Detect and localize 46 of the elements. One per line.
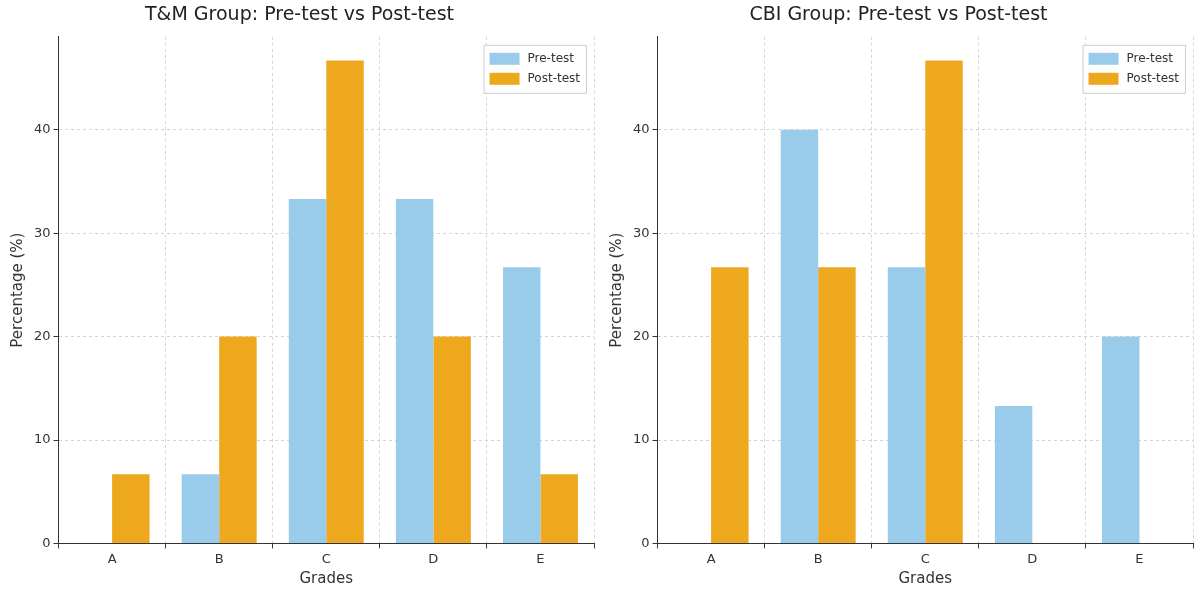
y-tick-label: 10 xyxy=(633,431,650,447)
bar xyxy=(112,474,150,543)
bar xyxy=(780,129,819,543)
x-tick-label: C xyxy=(321,550,331,566)
y-tick-label: 20 xyxy=(34,328,51,343)
x-tick-label: E xyxy=(1135,550,1144,566)
x-tick-label: A xyxy=(706,550,716,566)
bar xyxy=(326,60,364,543)
bar xyxy=(395,199,434,543)
y-tick-label: 30 xyxy=(34,224,51,240)
legend-label: Post-test xyxy=(1126,70,1180,85)
y-axis-title: Percentage (%) xyxy=(606,232,625,348)
bar xyxy=(288,199,327,543)
bar xyxy=(540,474,578,543)
x-tick-label: D xyxy=(428,550,439,566)
legend-label: Post-test xyxy=(527,70,581,85)
bar xyxy=(502,267,541,543)
bar xyxy=(994,405,1033,543)
legend-label: Pre-test xyxy=(527,50,575,65)
y-tick-label: 0 xyxy=(42,534,51,550)
bar xyxy=(925,60,963,543)
bar xyxy=(433,336,471,543)
x-tick-label: D xyxy=(1027,550,1038,566)
legend-label: Pre-test xyxy=(1126,50,1174,65)
x-tick-label: C xyxy=(920,550,930,566)
bar xyxy=(1101,336,1140,543)
y-tick-label: 0 xyxy=(641,534,650,550)
bar xyxy=(711,267,749,543)
bar xyxy=(219,336,257,543)
bar xyxy=(181,474,220,543)
y-tick-label: 10 xyxy=(34,431,51,447)
x-tick-label: E xyxy=(536,550,545,566)
x-tick-label: B xyxy=(813,550,823,566)
x-axis-title: Grades xyxy=(299,568,354,587)
x-axis-title: Grades xyxy=(898,568,953,587)
x-tick-label: B xyxy=(214,550,224,566)
y-tick-label: 40 xyxy=(34,121,51,137)
y-tick-label: 20 xyxy=(633,328,650,343)
bar xyxy=(818,267,856,543)
bar xyxy=(887,267,926,543)
y-axis-title: Percentage (%) xyxy=(7,232,26,348)
y-tick-label: 40 xyxy=(633,121,650,137)
y-tick-label: 30 xyxy=(633,224,650,240)
chart-title: CBI Group: Pre-test vs Post-test xyxy=(749,2,1048,25)
chart-title: T&M Group: Pre-test vs Post-test xyxy=(143,2,455,25)
x-tick-label: A xyxy=(107,550,117,566)
